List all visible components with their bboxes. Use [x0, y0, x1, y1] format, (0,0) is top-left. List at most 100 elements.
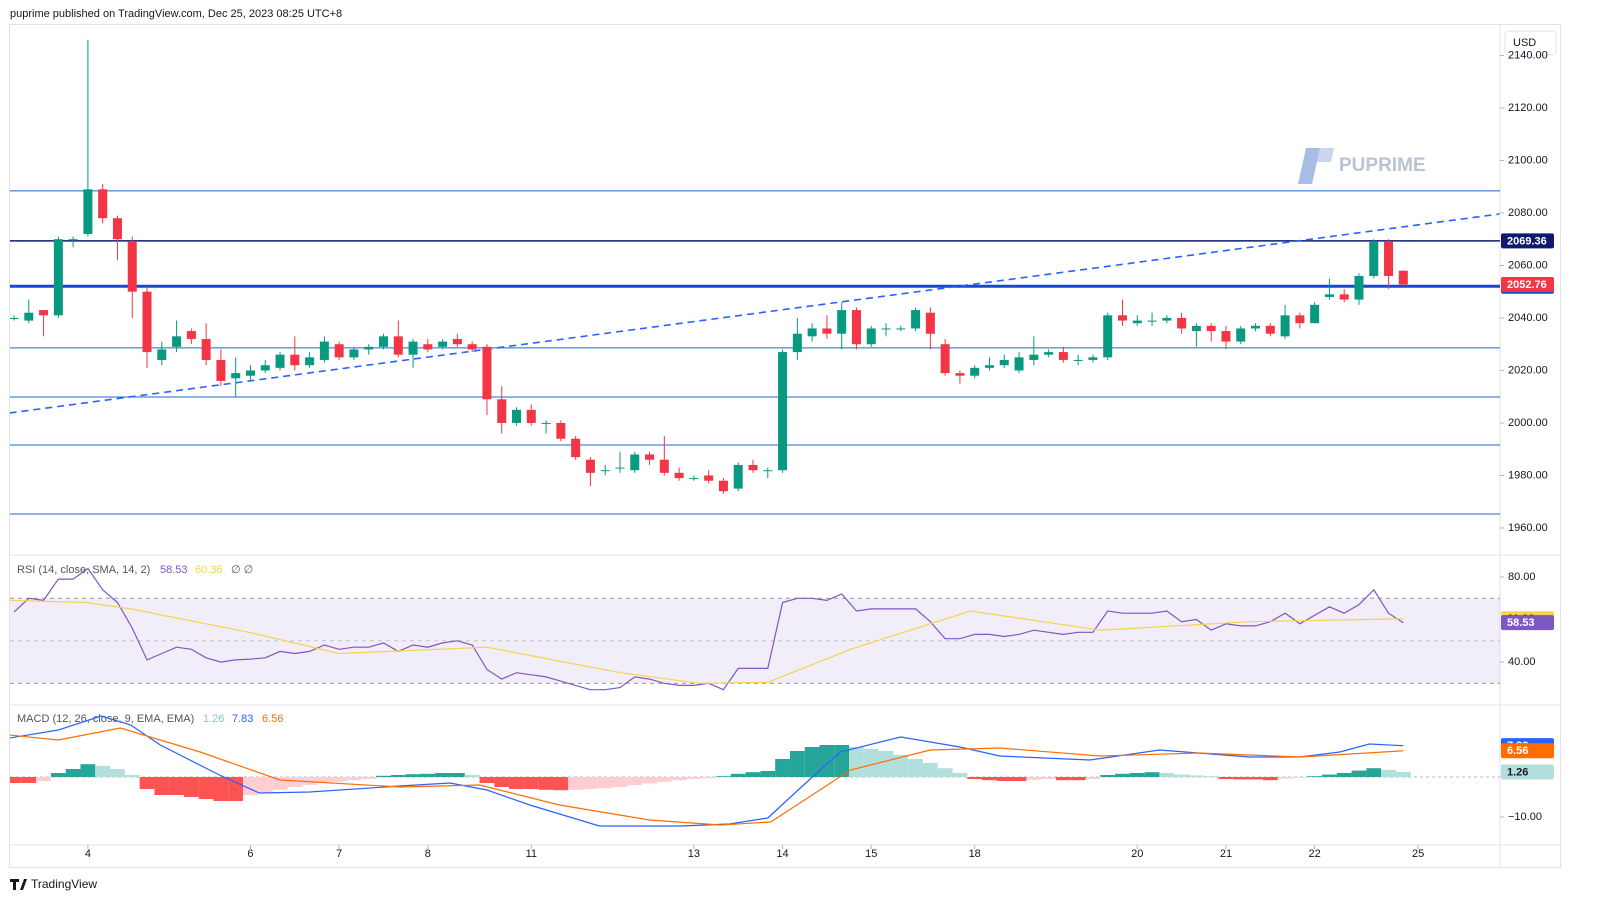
histogram-bar: [775, 759, 790, 777]
histogram-bar: [1159, 773, 1175, 777]
candle-body: [896, 328, 906, 330]
histogram-bar: [95, 765, 111, 777]
histogram-bar: [65, 769, 81, 777]
histogram-bar: [922, 763, 938, 777]
candle-body: [1398, 270, 1408, 285]
histogram-bar: [804, 747, 820, 777]
x-tick-label: 6: [247, 848, 253, 860]
histogram-bar: [952, 773, 968, 777]
candle-body: [571, 438, 581, 458]
candle-body: [1058, 352, 1068, 360]
histogram-bar: [730, 773, 746, 777]
histogram-bar: [1115, 773, 1130, 777]
histogram-bar: [10, 777, 22, 783]
candle-body: [733, 464, 743, 489]
histogram-bar: [272, 777, 288, 790]
candle-body: [201, 338, 211, 360]
candle-body: [748, 464, 758, 471]
candle-body: [1206, 325, 1216, 332]
histogram-bar: [479, 777, 495, 783]
histogram-bar: [494, 777, 510, 787]
x-tick-label: 21: [1220, 848, 1232, 860]
histogram-bar: [21, 777, 37, 783]
currency-label[interactable]: USD: [1513, 37, 1536, 49]
candle-body: [68, 239, 78, 241]
histogram-bar: [450, 773, 465, 777]
price-badge: [1501, 233, 1554, 249]
histogram-bar: [420, 773, 436, 777]
x-tick-label: 20: [1131, 848, 1143, 860]
candle-body: [24, 312, 34, 321]
histogram-bar: [745, 772, 761, 777]
rsi-legend-title: RSI (14, close, SMA, 14, 2): [17, 564, 150, 576]
histogram-bar: [139, 777, 155, 789]
histogram-bar: [878, 751, 894, 777]
candle-body: [482, 346, 492, 400]
histogram-bar: [1085, 777, 1101, 779]
candle-body: [364, 346, 374, 350]
frame: [9, 24, 1561, 868]
candle-body: [1384, 241, 1394, 276]
histogram-bar: [523, 777, 539, 789]
histogram-bar: [760, 771, 776, 777]
candle-body: [630, 454, 640, 471]
histogram-bar: [435, 773, 450, 777]
candle-body: [600, 470, 610, 472]
histogram-bar: [464, 775, 480, 777]
candle-body: [497, 399, 507, 423]
candle-body: [393, 336, 403, 355]
candle-body: [718, 480, 728, 492]
histogram-bar: [1129, 773, 1145, 777]
histogram-bar: [1307, 776, 1323, 777]
candle-body: [955, 373, 965, 376]
x-tick-label: 13: [688, 848, 700, 860]
histogram-bar: [1041, 777, 1056, 779]
histogram-bar: [849, 747, 864, 777]
histogram-bar: [982, 777, 997, 781]
histogram-bar: [1366, 768, 1382, 777]
candle-body: [275, 354, 285, 368]
histogram-bar: [819, 745, 835, 777]
candle-body: [423, 344, 433, 350]
histogram-bar: [36, 777, 51, 781]
histogram-bar: [612, 777, 628, 787]
histogram-bar: [686, 777, 702, 779]
candle-body: [305, 357, 315, 366]
candle-body: [881, 328, 891, 330]
candle-body: [925, 312, 935, 334]
price-badge-label: 58.53: [1507, 617, 1535, 629]
candle-body: [98, 189, 108, 219]
candle-body: [245, 370, 255, 376]
currency-button[interactable]: [1504, 30, 1557, 56]
candle-body: [911, 310, 921, 329]
histogram-bar: [1292, 777, 1308, 778]
watermark-logo: [1298, 148, 1320, 184]
candle-body: [999, 359, 1009, 366]
histogram-bar: [80, 764, 96, 777]
histogram-bar: [863, 749, 879, 777]
histogram-bar: [1144, 772, 1160, 777]
candle-body: [1073, 359, 1083, 361]
histogram-bar: [198, 777, 214, 799]
histogram-bar: [287, 777, 303, 787]
candle-body: [260, 365, 270, 371]
candle-body: [645, 454, 655, 460]
histogram-bar: [1248, 777, 1263, 780]
histogram-bar: [597, 777, 613, 789]
histogram-bar: [716, 776, 731, 777]
histogram-bar: [110, 769, 125, 777]
candle-body: [1310, 304, 1320, 324]
histogram-bar: [671, 777, 687, 781]
histogram-bar: [908, 759, 923, 777]
brand-logo: [10, 879, 27, 890]
histogram-bar: [1336, 773, 1352, 777]
histogram-bar: [568, 777, 584, 790]
candle-body: [1118, 315, 1127, 321]
candle-body: [1295, 315, 1305, 324]
y-tick-label: 2020.00: [1508, 364, 1548, 376]
histogram-bar: [390, 775, 406, 777]
histogram-bar: [1262, 777, 1278, 781]
histogram-bar: [553, 777, 569, 791]
histogram-bar: [996, 777, 1012, 781]
